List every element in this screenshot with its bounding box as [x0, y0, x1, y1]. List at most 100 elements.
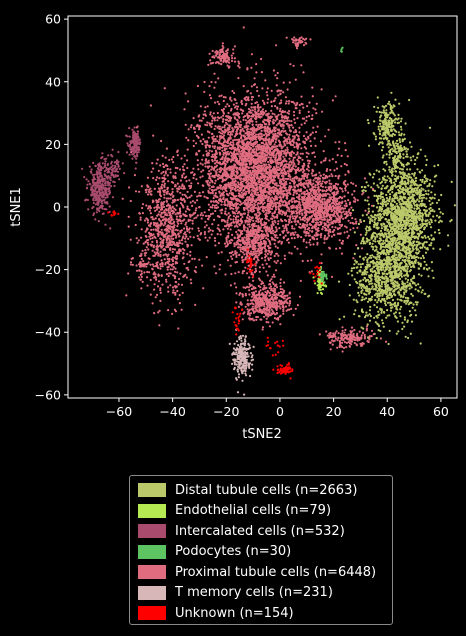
data-point	[108, 205, 111, 208]
data-point	[267, 152, 270, 155]
data-point	[400, 294, 403, 297]
data-point	[108, 181, 111, 185]
data-point	[186, 159, 189, 162]
data-point	[397, 222, 400, 225]
data-point	[428, 294, 431, 297]
data-point	[294, 217, 297, 221]
data-point	[101, 162, 104, 165]
data-point	[111, 148, 114, 151]
data-point	[283, 257, 286, 260]
series-points	[81, 125, 142, 230]
data-point	[403, 241, 407, 244]
data-point	[416, 236, 419, 240]
data-point	[262, 134, 266, 137]
data-point	[138, 139, 141, 142]
data-point	[227, 202, 230, 205]
data-point	[380, 210, 383, 213]
data-point	[410, 256, 413, 260]
data-point	[400, 262, 403, 265]
data-point	[380, 251, 383, 254]
data-point	[395, 152, 398, 155]
data-point	[396, 287, 399, 290]
data-point	[218, 138, 221, 141]
data-point	[421, 289, 424, 292]
data-point	[396, 185, 399, 188]
data-point	[412, 262, 415, 265]
data-point	[276, 71, 279, 75]
data-point	[398, 190, 401, 193]
data-point	[380, 217, 383, 220]
data-point	[97, 198, 100, 201]
data-point	[315, 112, 318, 115]
data-point	[390, 110, 393, 114]
data-point	[376, 223, 379, 226]
data-point	[395, 139, 399, 142]
data-point	[410, 179, 413, 183]
data-point	[101, 191, 104, 194]
data-point	[414, 256, 418, 259]
data-point	[384, 285, 387, 288]
data-point	[365, 213, 368, 216]
data-point	[388, 119, 391, 122]
data-point	[210, 150, 214, 153]
data-point	[409, 204, 413, 207]
data-point	[403, 133, 406, 136]
data-point	[376, 197, 380, 200]
data-point	[387, 189, 390, 192]
data-point	[238, 138, 241, 141]
data-point	[411, 246, 414, 249]
data-point	[385, 123, 388, 126]
data-point	[421, 203, 424, 206]
data-point	[255, 120, 258, 123]
data-point	[383, 178, 387, 181]
data-point	[211, 142, 214, 145]
data-point	[134, 133, 137, 137]
data-point	[265, 262, 268, 265]
data-point	[320, 279, 323, 282]
data-point	[252, 219, 255, 222]
data-point	[409, 269, 412, 272]
data-point	[379, 219, 382, 222]
data-point	[368, 309, 372, 312]
data-point	[203, 110, 206, 113]
data-point	[403, 222, 406, 225]
data-point	[384, 300, 387, 303]
data-point	[382, 239, 385, 242]
data-point	[400, 275, 403, 278]
data-point	[412, 202, 415, 205]
data-point	[392, 214, 395, 217]
data-point	[311, 174, 314, 177]
data-point	[372, 255, 375, 258]
data-point	[276, 90, 279, 93]
data-point	[396, 256, 399, 259]
data-point	[133, 126, 136, 129]
data-point	[363, 269, 366, 272]
data-point	[227, 120, 230, 123]
data-point	[429, 209, 432, 213]
data-point	[101, 155, 104, 159]
data-point	[390, 282, 393, 285]
data-point	[253, 77, 256, 80]
data-point	[373, 120, 376, 123]
data-point	[237, 206, 240, 209]
data-point	[287, 241, 290, 244]
data-point	[222, 228, 225, 231]
data-point	[394, 196, 397, 199]
data-point	[388, 166, 391, 169]
data-point	[265, 237, 268, 240]
data-point	[390, 105, 393, 108]
data-point	[217, 242, 220, 245]
data-point	[305, 131, 308, 134]
data-point	[367, 184, 370, 187]
data-point	[390, 306, 393, 309]
data-point	[357, 263, 360, 266]
data-point	[378, 170, 381, 173]
data-point	[293, 146, 296, 149]
data-point	[261, 99, 264, 102]
data-point	[388, 134, 392, 137]
data-point	[406, 168, 409, 171]
data-point	[207, 172, 210, 175]
data-point	[325, 285, 328, 288]
data-point	[366, 261, 369, 264]
data-point	[360, 242, 363, 245]
